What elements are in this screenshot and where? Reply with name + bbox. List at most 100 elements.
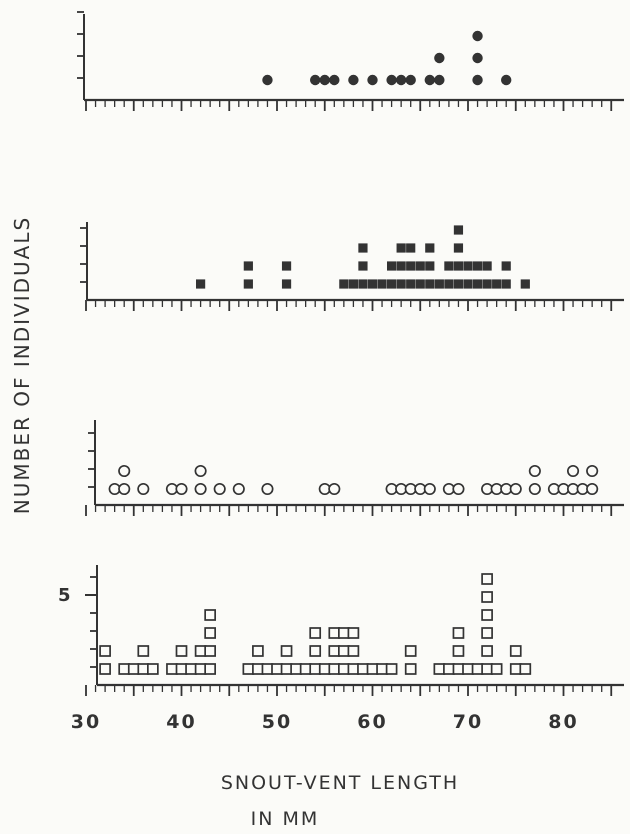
data-point: [406, 243, 416, 253]
data-point: [318, 663, 331, 675]
data-point: [405, 74, 416, 86]
data-point: [434, 52, 445, 64]
data-point: [204, 627, 216, 639]
data-point: [242, 663, 255, 675]
data-point: [377, 279, 387, 289]
data-point: [127, 663, 140, 675]
data-point: [175, 663, 188, 675]
data-point: [481, 645, 493, 657]
data-point: [566, 464, 580, 478]
data-point: [118, 482, 131, 496]
data-point: [261, 663, 274, 675]
data-point: [406, 261, 416, 271]
data-point: [118, 663, 131, 675]
data-point: [444, 261, 454, 271]
data-point: [261, 482, 274, 496]
data-point: [376, 663, 388, 675]
data-point: [490, 663, 503, 675]
data-point: [509, 663, 522, 675]
data-point: [396, 243, 406, 253]
data-point: [586, 464, 599, 478]
data-point: [338, 663, 350, 675]
data-point: [452, 627, 465, 639]
data-point: [213, 482, 226, 496]
data-point: [290, 663, 302, 675]
data-point: [194, 645, 207, 657]
data-point: [425, 279, 435, 289]
data-point: [185, 663, 197, 675]
data-point: [472, 30, 483, 42]
data-point: [453, 225, 464, 235]
data-point: [281, 261, 292, 271]
data-point: [147, 663, 159, 675]
data-point: [396, 261, 406, 271]
x-tick-label: 80: [548, 711, 578, 733]
data-point: [452, 645, 465, 657]
panel-1: [77, 11, 624, 111]
x-tick-label: 60: [357, 711, 387, 733]
data-point: [271, 663, 283, 675]
data-point: [453, 243, 464, 253]
data-point: [481, 627, 493, 639]
data-point: [310, 74, 321, 86]
data-point: [453, 279, 464, 289]
data-point: [328, 482, 341, 496]
data-point: [443, 663, 455, 675]
data-point: [328, 645, 341, 657]
data-point: [348, 279, 358, 289]
data-point: [509, 482, 522, 496]
data-point: [520, 279, 530, 289]
data-point: [175, 645, 188, 657]
data-point: [358, 279, 368, 289]
panel-4: [85, 565, 624, 696]
data-point: [175, 482, 188, 496]
data-point: [444, 279, 454, 289]
data-point: [387, 279, 397, 289]
data-point: [472, 74, 483, 86]
panel-3: [85, 420, 624, 516]
data-point: [196, 279, 206, 289]
data-point: [396, 279, 406, 289]
data-point: [492, 279, 502, 289]
data-point: [194, 482, 207, 496]
data-point: [434, 74, 445, 86]
data-point: [347, 663, 360, 675]
data-point: [281, 279, 292, 289]
data-point: [309, 627, 322, 639]
data-point: [586, 482, 599, 496]
data-point: [462, 663, 474, 675]
data-point: [472, 279, 483, 289]
x-axis-unit: IN MM: [250, 808, 320, 830]
x-tick-label: 70: [453, 711, 483, 733]
data-point: [366, 663, 379, 675]
y-axis-label: NUMBER OF INDIVIDUALS: [10, 215, 34, 515]
x-tick-label: 40: [166, 711, 196, 733]
data-point: [481, 573, 493, 585]
data-point: [528, 464, 541, 478]
data-point: [395, 74, 407, 86]
data-point: [194, 464, 207, 478]
data-point: [501, 74, 512, 86]
data-point: [252, 645, 264, 657]
data-point: [415, 279, 425, 289]
data-point: [137, 645, 150, 657]
data-point: [347, 627, 360, 639]
data-point: [280, 663, 293, 675]
x-tick-label: 30: [71, 711, 101, 733]
data-point: [252, 663, 264, 675]
data-point: [415, 261, 425, 271]
data-point: [328, 663, 341, 675]
data-point: [137, 482, 150, 496]
data-point: [280, 645, 293, 657]
data-point: [425, 243, 435, 253]
x-axis-label: SNOUT-VENT LENGTH: [220, 772, 460, 794]
data-point: [347, 645, 360, 657]
data-point: [137, 663, 150, 675]
data-point: [452, 663, 465, 675]
data-point: [329, 74, 340, 86]
data-point: [204, 663, 216, 675]
data-point: [99, 663, 111, 675]
data-point: [481, 663, 493, 675]
data-point: [501, 261, 511, 271]
data-point: [528, 482, 541, 496]
